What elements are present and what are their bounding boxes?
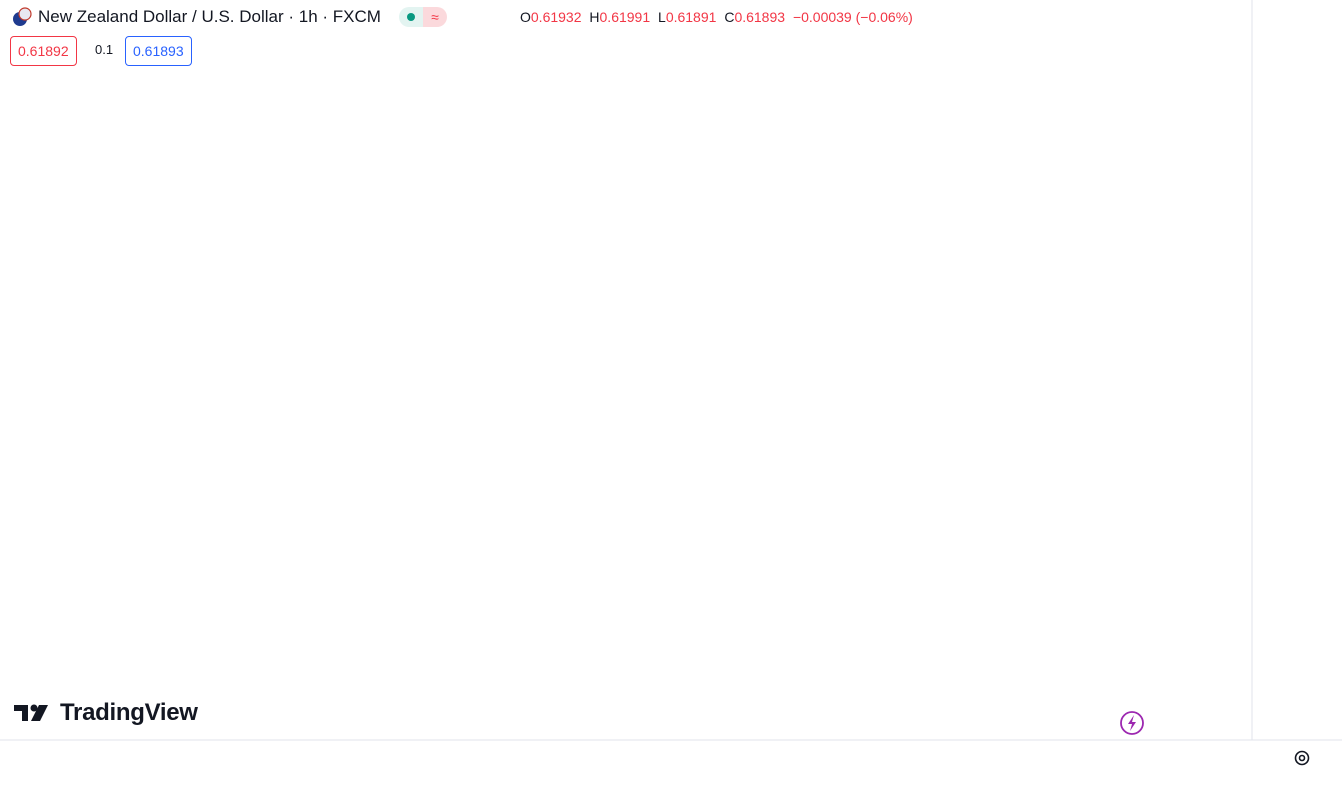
ohlc-legend: O0.61932 H0.61991 L0.61891 C0.61893 −0.0… — [520, 9, 913, 25]
logo[interactable]: TradingView — [14, 699, 198, 727]
logo-part — [14, 705, 28, 721]
market-open — [398, 7, 423, 27]
ohlc-key: H — [589, 9, 600, 25]
bid-button[interactable]: 0.61892 — [10, 36, 77, 66]
logo-text: TradingView — [60, 699, 198, 726]
ohlc-key: L — [658, 9, 666, 25]
ohlc-key: C — [724, 9, 735, 25]
logo-part — [30, 704, 38, 712]
ohlc-value: 0.61932 — [530, 9, 582, 25]
ohlc-value: 0.61991 — [599, 9, 651, 25]
gear-ring — [1294, 750, 1310, 766]
logo-mark — [14, 704, 48, 721]
symbol-header: New Zealand Dollar / U.S. Dollar · 1h · … — [12, 5, 447, 29]
change: −0.00039 (−0.06%) — [792, 9, 913, 25]
logo-part — [31, 705, 48, 721]
status-dot — [406, 13, 415, 21]
delay-icon: ≈ — [422, 7, 447, 27]
settings-icon[interactable] — [1294, 750, 1310, 766]
alert-bolt — [1128, 715, 1136, 731]
flag-us — [18, 7, 32, 21]
spread: 0.1 — [95, 42, 114, 57]
ask-button[interactable]: 0.61893 — [125, 36, 192, 66]
ohlc-value: 0.61893 — [734, 9, 786, 25]
ohlc-key: O — [520, 9, 531, 25]
symbol-title[interactable]: New Zealand Dollar / U.S. Dollar · 1h · … — [38, 7, 381, 26]
status-pill[interactable]: ≈ — [398, 7, 447, 27]
ohlc-value: 0.61891 — [665, 9, 717, 25]
alert-icon[interactable] — [1120, 711, 1144, 735]
gear-hub — [1298, 754, 1306, 762]
flag-icon — [13, 7, 32, 26]
